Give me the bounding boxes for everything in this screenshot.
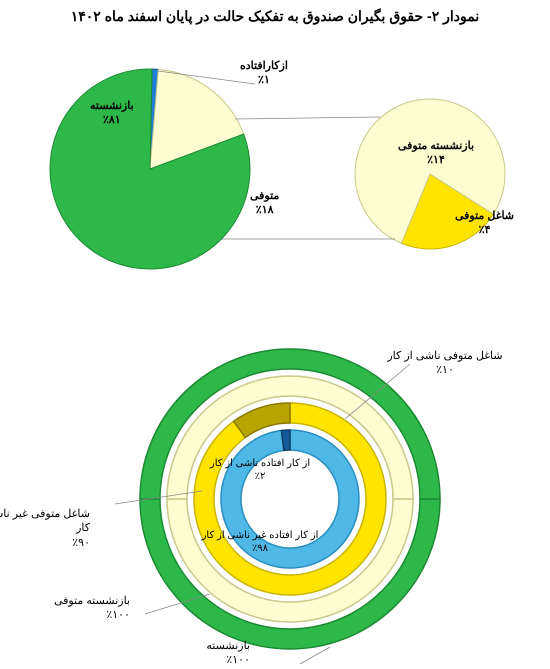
label-retired: بازنشسته ٪۸۱ <box>90 99 134 128</box>
label-disabled: ازکارافتاده ٪۱ <box>240 59 288 88</box>
bottom-chart: بازنشسته ٪۱۰۰ بازنشسته متوفی ٪۱۰۰ شاغل م… <box>0 309 550 669</box>
ring-label-retired: بازنشسته ٪۱۰۰ <box>130 639 250 668</box>
label-deceased: متوفی ٪۱۸ <box>250 189 279 218</box>
label-retired-deceased: بازنشسته متوفی ٪۱۴ <box>398 139 474 168</box>
label-active-deceased: شاغل متوفی ٪۴ <box>455 209 514 238</box>
ring-label-active-nonwork: شاغل متوفی غیر ناشی از کار ٪۹۰ <box>0 507 90 550</box>
ring-label-disabled-work: از کار افتاده ناشی از کار ٪۲ <box>200 457 320 483</box>
ring-label-retired-deceased: بازنشسته متوفی ٪۱۰۰ <box>10 594 130 623</box>
ring-label-active-work: شاغل متوفی ناشی از کار ٪۱۰ <box>385 349 505 378</box>
chart-title: نمودار ۲- حقوق بگیران صندوق به تفکیک حال… <box>0 0 550 29</box>
ring-label-disabled-nonwork: از کار افتاده غیر ناشی از کار ٪۹۸ <box>200 529 320 555</box>
top-charts: بازنشسته ٪۸۱ متوفی ٪۱۸ ازکارافتاده ٪۱ با… <box>0 29 550 309</box>
